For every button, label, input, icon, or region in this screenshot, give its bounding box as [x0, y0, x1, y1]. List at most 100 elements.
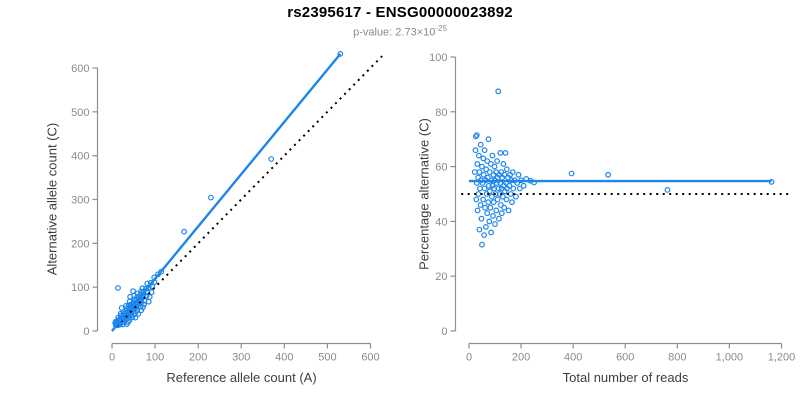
percentage-vs-reads-data-point	[472, 147, 479, 154]
percentage-vs-reads-data-point	[474, 207, 481, 214]
percentage-vs-reads-data-point	[481, 185, 488, 192]
allele-counts-fit-line	[111, 53, 342, 332]
percentage-vs-reads-data-point	[480, 196, 487, 203]
figure-subtitle: p-value: 2.73×10-25	[0, 24, 800, 39]
percentage-vs-reads-x-tick-label: 1,000	[716, 352, 744, 364]
percentage-vs-reads-data-point	[490, 212, 496, 219]
percentage-vs-reads-data-point	[509, 169, 516, 176]
percentage-vs-reads-data-point	[487, 204, 494, 211]
percentage-vs-reads-data-point	[503, 196, 510, 203]
percentage-vs-reads-data-point	[515, 171, 522, 178]
percentage-vs-reads-x-tick-label: 800	[668, 352, 686, 364]
percentage-vs-reads-data-point	[483, 223, 489, 230]
percentage-vs-reads-data-point	[477, 185, 483, 192]
percentage-vs-reads-data-point	[486, 218, 493, 225]
percentage-vs-reads-data-point	[482, 204, 489, 211]
allele-counts-x-tick-label: 400	[275, 352, 293, 364]
right-xaxis-title: Total number of reads	[562, 370, 689, 385]
percentage-vs-reads-y-tick-label: 100	[429, 52, 447, 64]
percentage-vs-reads-data-point	[481, 147, 488, 154]
allele-counts-y-tick-label: 400	[71, 151, 89, 163]
percentage-vs-reads-data-point	[485, 182, 492, 189]
allele-counts-data-point	[181, 228, 188, 235]
percentage-vs-reads-data-point	[479, 163, 485, 170]
percentage-vs-reads-data-point	[496, 215, 502, 222]
allele-counts-data-point	[132, 314, 139, 321]
allele-counts-data-point	[207, 194, 214, 201]
percentage-vs-reads-y-tick-label: 40	[435, 216, 447, 228]
allele-counts-data-point	[115, 285, 121, 291]
figure-title: rs2395617 - ENSG00000023892	[287, 4, 513, 21]
percentage-vs-reads-data-point	[491, 163, 498, 170]
percentage-vs-reads-data-point	[483, 166, 490, 173]
percentage-vs-reads-data-point	[479, 241, 485, 248]
percentage-vs-reads-x-tick-label: 400	[564, 352, 582, 364]
allele-counts-x-tick-label: 600	[361, 352, 379, 364]
allele-counts-data-point	[337, 51, 344, 57]
allele-counts-y-tick-label: 200	[71, 238, 89, 250]
percentage-vs-reads-data-point	[484, 158, 491, 165]
allele-counts-x-tick-label: 0	[109, 352, 115, 364]
percentage-vs-reads-data-point	[475, 191, 482, 197]
percentage-vs-reads-data-point	[510, 185, 517, 192]
percentage-vs-reads-data-point	[501, 171, 508, 178]
left-yaxis-title: Alternative allele count (C)	[44, 122, 60, 276]
percentage-vs-reads-data-point	[477, 202, 484, 208]
percentage-vs-reads-data-point	[568, 170, 575, 177]
percentage-vs-reads-x-tick-label: 1,200	[768, 352, 796, 364]
allele-counts-identity-line	[111, 54, 385, 332]
percentage-vs-reads-x-tick-label: 0	[466, 352, 472, 364]
allele-counts-data-point	[144, 280, 151, 287]
percentage-vs-reads-data-point	[473, 196, 480, 203]
allele-counts-data-point	[146, 294, 153, 300]
percentage-vs-reads-data-point	[506, 182, 513, 189]
percentage-vs-reads-data-point	[480, 155, 487, 162]
percentage-vs-reads-data-point	[475, 174, 482, 181]
allele-counts-data-point	[143, 293, 150, 299]
percentage-vs-reads-data-point	[488, 229, 495, 236]
percentage-vs-reads-data-point	[605, 171, 611, 178]
percentage-vs-reads-data-point	[520, 182, 527, 189]
allele-counts-data-point	[139, 304, 146, 311]
percentage-vs-reads-data-point	[471, 169, 478, 176]
allele-counts-data-point	[134, 307, 141, 314]
percentage-vs-reads-data-point	[476, 226, 483, 233]
percentage-vs-reads-y-tick-label: 20	[435, 271, 447, 283]
percentage-vs-reads-data-point	[501, 204, 508, 211]
allele-counts-data-point	[268, 156, 275, 162]
allele-counts-x-tick-label: 300	[232, 352, 250, 364]
percentage-vs-reads-data-point	[503, 166, 510, 173]
percentage-vs-reads-data-point	[664, 186, 671, 193]
percentage-vs-reads-data-point	[485, 136, 492, 143]
percentage-vs-reads-data-point	[498, 210, 505, 217]
percentage-vs-reads-data-point	[486, 169, 493, 176]
allele-counts-data-point	[129, 314, 136, 321]
percentage-vs-reads-data-point	[494, 158, 501, 165]
allele-counts-data-point	[135, 311, 142, 317]
percentage-vs-reads-data-point	[477, 141, 484, 148]
percentage-vs-reads-data-point	[480, 171, 487, 178]
percentage-vs-reads-data-point	[509, 199, 515, 206]
percentage-vs-reads-data-point	[490, 199, 497, 206]
percentage-vs-reads-data-point	[497, 149, 504, 156]
percentage-vs-reads-data-point	[495, 88, 502, 95]
allele-counts-y-tick-label: 300	[71, 195, 89, 207]
percentage-vs-reads-data-point	[484, 210, 491, 217]
percentage-vs-reads-data-point	[516, 185, 523, 192]
percentage-vs-reads-data-point	[495, 185, 502, 192]
percentage-vs-reads-data-point	[505, 207, 512, 214]
percentage-vs-reads-data-point	[473, 132, 480, 139]
allele-counts-y-tick-label: 0	[83, 326, 89, 338]
percentage-vs-reads-x-tick-label: 200	[512, 352, 530, 364]
percentage-vs-reads-data-point	[494, 196, 501, 203]
allele-counts-data-point	[141, 301, 147, 308]
percentage-vs-reads-data-point	[481, 232, 488, 239]
percentage-vs-reads-data-point	[513, 193, 519, 200]
percentage-vs-reads-x-tick-label: 600	[616, 352, 634, 364]
percentage-vs-reads-data-point	[486, 188, 493, 195]
percentage-vs-reads-data-point	[500, 160, 507, 167]
allele-counts-x-tick-label: 100	[146, 352, 164, 364]
percentage-vs-reads-data-point	[476, 152, 482, 159]
allele-counts-data-point	[130, 288, 137, 295]
